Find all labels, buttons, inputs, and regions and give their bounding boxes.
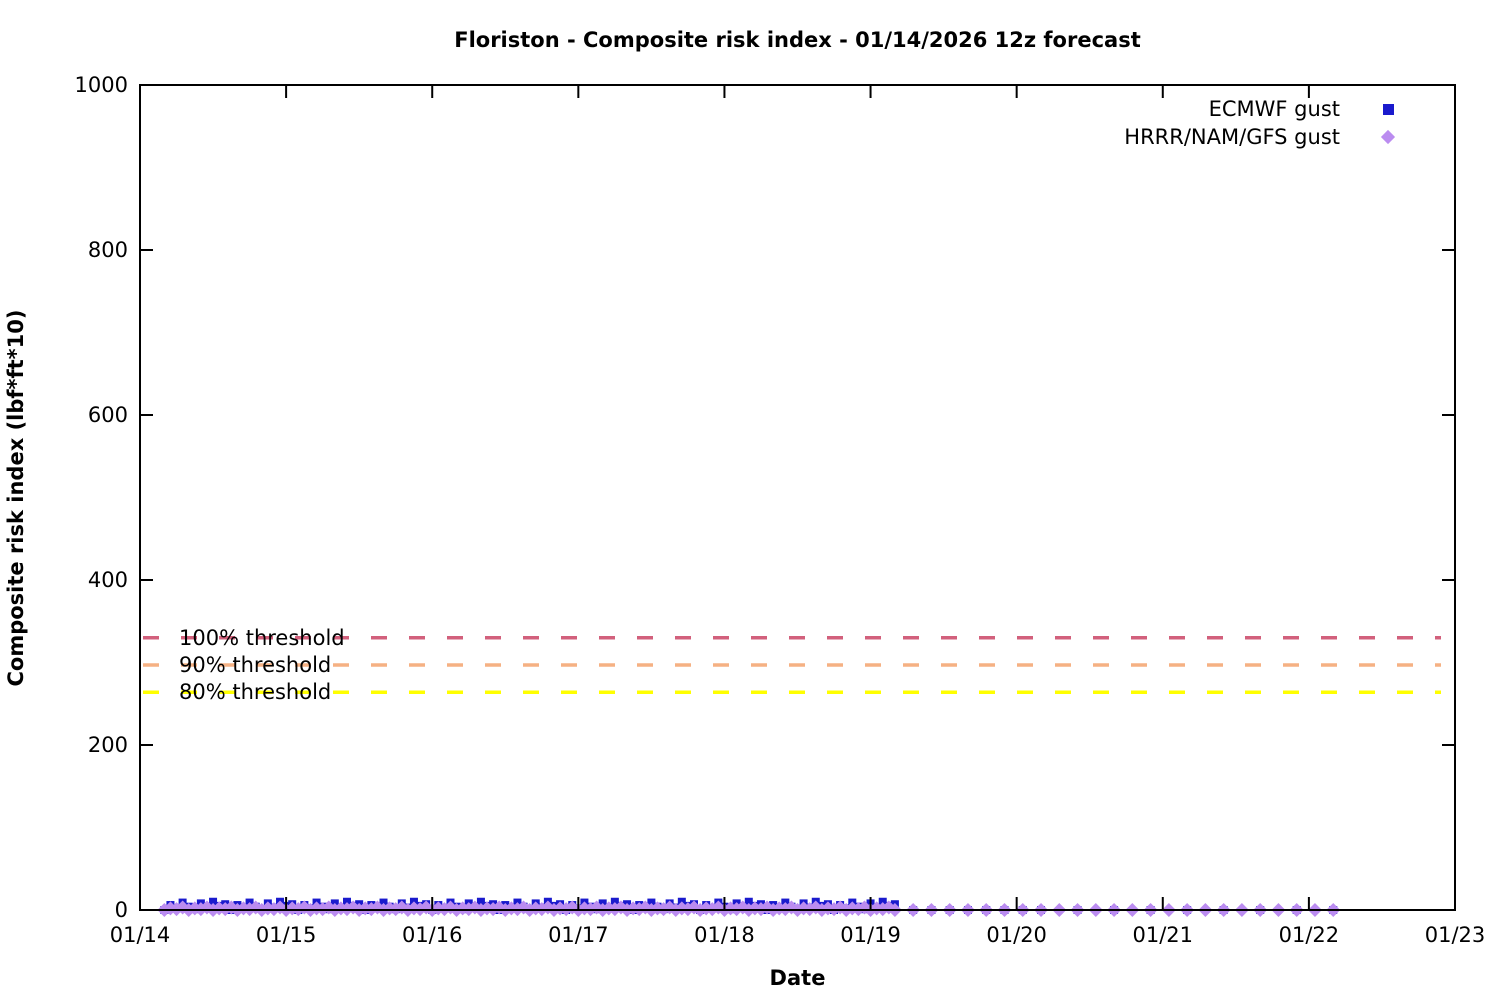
x-tick-label: 01/20 (986, 923, 1047, 947)
legend: ECMWF gust HRRR/NAM/GFS gust (1000, 95, 1460, 151)
ecmwf-point (342, 897, 351, 906)
y-axis-label: Composite risk index (lbf*ft*10) (4, 309, 28, 687)
legend-label-ecmwf: ECMWF gust (1208, 97, 1340, 121)
x-tick-label: 01/21 (1132, 923, 1194, 947)
ecmwf-point (476, 897, 485, 906)
legend-item-hrrr-nam-gfs: HRRR/NAM/GFS gust (1000, 123, 1460, 151)
x-tick-label: 01/16 (401, 923, 463, 947)
legend-item-ecmwf: ECMWF gust (1000, 95, 1460, 123)
threshold-label-100: 100% threshold (179, 625, 345, 650)
legend-label-hrrr-nam-gfs: HRRR/NAM/GFS gust (1124, 125, 1340, 149)
x-tick-label: 01/15 (255, 923, 317, 947)
x-tick-label: 01/23 (1424, 923, 1486, 947)
ecmwf-point (744, 897, 753, 906)
x-axis-label: Date (769, 966, 826, 990)
threshold-label-80: 80% threshold (179, 680, 332, 705)
y-tick-label: 1000 (74, 73, 128, 97)
ecmwf-point (610, 897, 619, 906)
x-tick-label: 01/22 (1278, 923, 1340, 947)
threshold-label-90: 90% threshold (179, 652, 332, 677)
chart-title: Floriston - Composite risk index - 01/14… (454, 28, 1141, 52)
square-marker-icon (1382, 103, 1394, 115)
y-tick-label: 400 (87, 568, 128, 592)
plot-border (139, 84, 1456, 911)
y-tick-label: 600 (87, 403, 128, 427)
diamond-marker-icon (1380, 129, 1396, 145)
x-tick-label: 01/17 (548, 923, 609, 947)
ecmwf-point (209, 897, 218, 906)
ecmwf-point (647, 898, 656, 907)
x-tick-label: 01/18 (694, 923, 755, 947)
x-tick-label: 01/19 (840, 923, 901, 947)
x-tick-label: 01/14 (109, 923, 171, 947)
y-tick-label: 800 (87, 238, 128, 262)
y-tick-label: 200 (87, 733, 128, 757)
y-tick-label: 0 (114, 898, 128, 922)
ecmwf-point (878, 897, 887, 906)
ecmwf-point (379, 898, 388, 907)
